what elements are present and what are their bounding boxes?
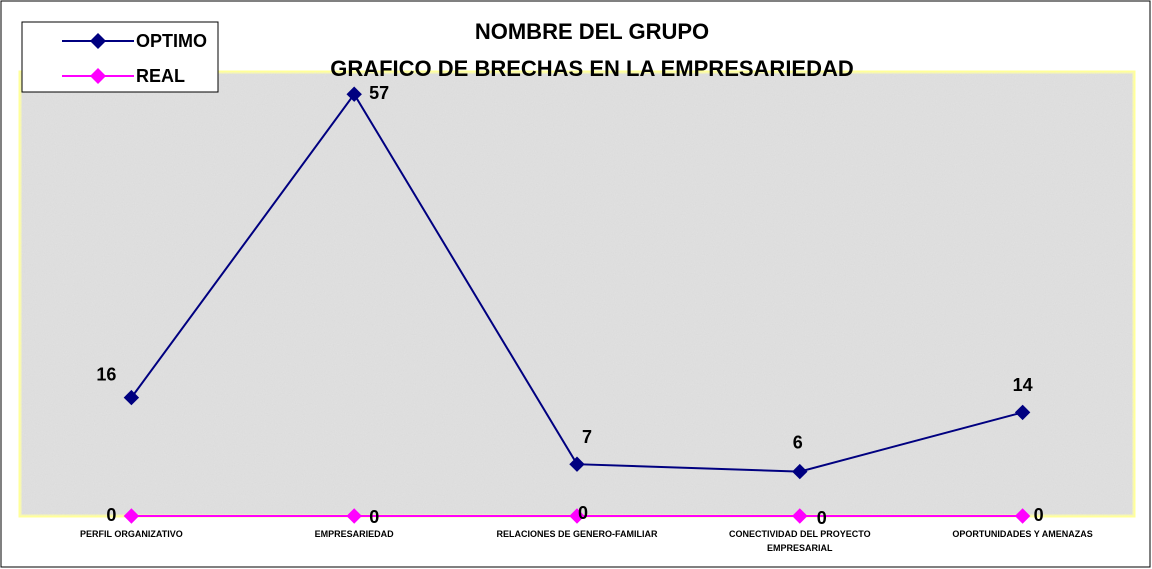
legend-box [21, 21, 219, 93]
data-point [1014, 404, 1031, 421]
data-point [792, 508, 808, 524]
data-label: 0 [1034, 505, 1044, 525]
data-point [569, 508, 585, 524]
data-point [346, 508, 362, 524]
data-label: 0 [578, 503, 588, 523]
chart-subtitle: GRAFICO DE BRECHAS EN LA EMPRESARIEDAD [330, 56, 854, 81]
data-label: 6 [793, 432, 803, 452]
data-label: 0 [369, 507, 379, 527]
data-label: 0 [106, 505, 116, 525]
data-point [123, 508, 140, 524]
legend-marker [90, 33, 106, 49]
x-tick-label: RELACIONES DE GENERO-FAMILIAR [496, 529, 658, 539]
plot-texture [20, 72, 1134, 516]
data-point [1014, 508, 1031, 524]
data-label: 14 [1013, 375, 1033, 395]
data-label: 7 [582, 427, 592, 447]
data-point [569, 456, 585, 472]
data-point [123, 389, 140, 406]
data-point [792, 463, 808, 480]
x-tick-label: PERFIL ORGANIZATIVO [80, 529, 183, 539]
data-point [346, 86, 362, 102]
data-label: 57 [369, 83, 389, 103]
legend-label: OPTIMO [136, 31, 207, 51]
legend-label: REAL [136, 66, 185, 86]
x-tick-label: EMPRESARIEDAD [314, 529, 394, 539]
chart-title: NOMBRE DEL GRUPO [475, 19, 709, 44]
x-tick-label: OPORTUNIDADES Y AMENAZAS [952, 529, 1093, 539]
x-tick-label: CONECTIVIDAD DEL PROYECTO EMPRESARIAL [728, 529, 871, 553]
legend-marker [90, 68, 106, 84]
data-label: 16 [96, 364, 116, 384]
data-label: 0 [817, 508, 827, 528]
